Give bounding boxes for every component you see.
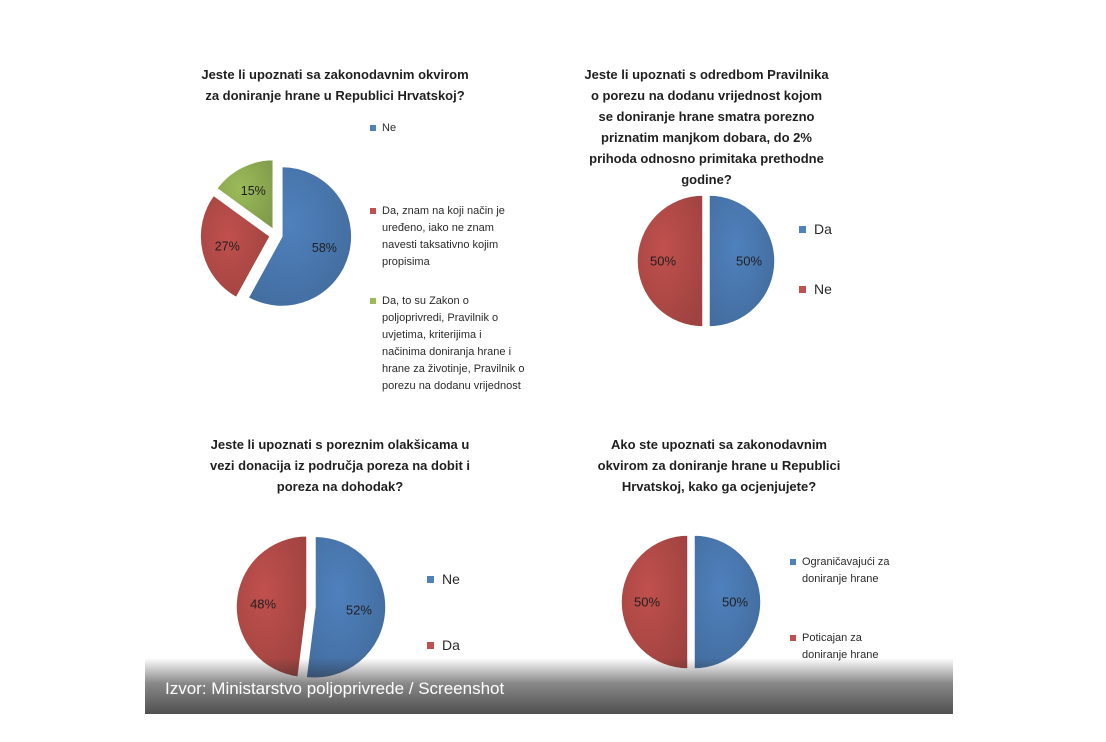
survey-figure: Jeste li upoznati sa zakonodavnim okviro… xyxy=(145,40,953,714)
legend-label: Ne xyxy=(814,280,832,299)
legend-swatch xyxy=(799,226,806,233)
pie-slice-50pct xyxy=(636,194,704,328)
legend-label-line: Ne xyxy=(442,571,460,587)
legend-label: Ne xyxy=(382,120,396,137)
legend-label-line: doniranje hrane xyxy=(802,573,879,585)
legend-label: Ne xyxy=(442,570,460,589)
legend-label-line: Ne xyxy=(382,122,397,134)
chart-title-3: Jeste li upoznati s poreznim olakšicama … xyxy=(185,434,495,497)
legend-label-line: Da, znam na koji način je xyxy=(382,205,505,217)
chart-title-1: Jeste li upoznati sa zakonodavnim okviro… xyxy=(175,64,495,106)
pie-data-label: 27% xyxy=(215,239,240,253)
pie-data-label: 50% xyxy=(722,595,748,610)
legend-item: Da, to su Zakon o poljoprivredi, Pravilni… xyxy=(370,293,524,395)
chart-title-line: Jeste li upoznati sa zakonodavnim okviro… xyxy=(201,67,469,82)
legend-item: Ne xyxy=(799,280,832,299)
legend-swatch xyxy=(427,576,434,583)
chart-title-line: okvirom za doniranje hrane u Republici xyxy=(597,458,841,473)
legend-item: Ograničavajući za doniranje hrane xyxy=(790,554,889,588)
chart-title-line: Ako ste upoznati sa zakonodavnim xyxy=(611,437,827,452)
chart-title-line: godine? xyxy=(681,172,732,187)
chart-panel-3: Jeste li upoznati s poreznim olakšicama … xyxy=(145,410,549,714)
pie-slice-58pct xyxy=(247,165,353,308)
legend-swatch xyxy=(790,559,796,565)
legend-swatch xyxy=(370,298,376,304)
chart-title-line: se doniranje hrane smatra porezno xyxy=(598,109,815,124)
chart-title-line: Jeste li upoznati s odredbom Pravilnika xyxy=(584,67,829,82)
pie-data-label: 50% xyxy=(650,254,676,269)
legend-label: Ograničavajući za doniranje hrane xyxy=(802,554,889,588)
legend-label-line: porezu na dodanu vrijednost xyxy=(382,380,521,392)
legend-label-line: Ne xyxy=(814,281,832,297)
legend-label-line: Da xyxy=(442,637,460,653)
legend-label-line: Ograničavajući za xyxy=(802,556,890,568)
legend-label-line: uređeno, iako ne znam xyxy=(382,222,494,234)
chart-panel-1: Jeste li upoznati sa zakonodavnim okviro… xyxy=(145,40,549,410)
chart-title-line: vezi donacija iz područja poreza na dobi… xyxy=(209,458,471,473)
pie-data-label: 48% xyxy=(250,596,276,611)
chart-title-line: Jeste li upoznati s poreznim olakšicama … xyxy=(210,437,470,452)
legend-label-line: hrane za životinje, Pravilnik o xyxy=(382,363,525,375)
caption-bar: Izvor: Ministarstvo poljoprivrede / Scre… xyxy=(145,658,953,714)
chart-title-line: za doniranje hrane u Republici Hrvatskoj… xyxy=(205,88,465,103)
legend-item: Da xyxy=(427,636,460,655)
legend-item: Da, znam na koji način je uređeno, iako n… xyxy=(370,203,505,271)
legend-swatch xyxy=(370,125,376,131)
pie-data-label: 50% xyxy=(736,254,762,269)
legend-swatch xyxy=(427,642,434,649)
chart-title-line: priznatim manjkom dobara, do 2% xyxy=(601,130,812,145)
pie-chart-4: 50% 50% xyxy=(620,534,762,670)
chart-title-2: Jeste li upoznati s odredbom Pravilnika … xyxy=(579,64,834,190)
legend-swatch xyxy=(370,208,376,214)
legend-label: Da xyxy=(814,220,832,239)
pie-slice-50pct xyxy=(708,194,776,328)
legend-item: Ne xyxy=(370,120,396,137)
chart-panel-2: Jeste li upoznati s odredbom Pravilnika … xyxy=(549,40,953,410)
chart-title-line: prihoda odnosno primitaka prethodne xyxy=(589,151,824,166)
source-caption: Izvor: Ministarstvo poljoprivrede / Scre… xyxy=(165,679,505,698)
pie-chart-3: 52% 48% xyxy=(235,534,387,679)
legend-swatch xyxy=(790,635,796,641)
pie-chart-2: 50% 50% xyxy=(636,194,776,328)
legend-label-line: propisima xyxy=(382,256,430,268)
legend-label-line: navesti taksativno kojim xyxy=(382,239,499,251)
pie-data-label: 50% xyxy=(634,595,660,610)
pie-slice-27pct xyxy=(199,194,272,299)
legend-item: Ne xyxy=(427,570,460,589)
chart-title-line: Hrvatskoj, kako ga ocjenjujete? xyxy=(621,479,817,494)
legend-label-line: Da xyxy=(814,221,832,237)
legend-label-line: Da, to su Zakon o xyxy=(382,295,469,307)
pie-chart-1: 58% 27% 15% xyxy=(199,158,353,308)
chart-panel-4: Ako ste upoznati sa zakonodavnim okvirom… xyxy=(549,410,953,714)
legend-label: Da, znam na koji način je uređeno, iako n… xyxy=(382,203,505,271)
legend-label-line: Poticajan za xyxy=(802,632,862,644)
legend-swatch xyxy=(799,286,806,293)
pie-data-label: 58% xyxy=(312,241,337,255)
pie-data-label: 52% xyxy=(346,603,372,618)
pie-slice-15pct xyxy=(215,158,275,232)
legend-label-line: poljoprivredi, Pravilnik o xyxy=(382,312,499,324)
pie-data-label: 15% xyxy=(241,184,266,198)
legend-item: Da xyxy=(799,220,832,239)
chart-title-4: Ako ste upoznati sa zakonodavnim okvirom… xyxy=(574,434,864,497)
legend-label-line: uvjetima, kriterijima i xyxy=(382,329,482,341)
legend-label: Da xyxy=(442,636,460,655)
chart-title-line: o porezu na dodanu vrijednost kojom xyxy=(590,88,823,103)
chart-title-line: poreza na dohodak? xyxy=(276,479,404,494)
legend-label: Da, to su Zakon o poljoprivredi, Pravilni… xyxy=(382,293,524,395)
legend-label-line: načinima doniranja hrane i xyxy=(382,346,512,358)
